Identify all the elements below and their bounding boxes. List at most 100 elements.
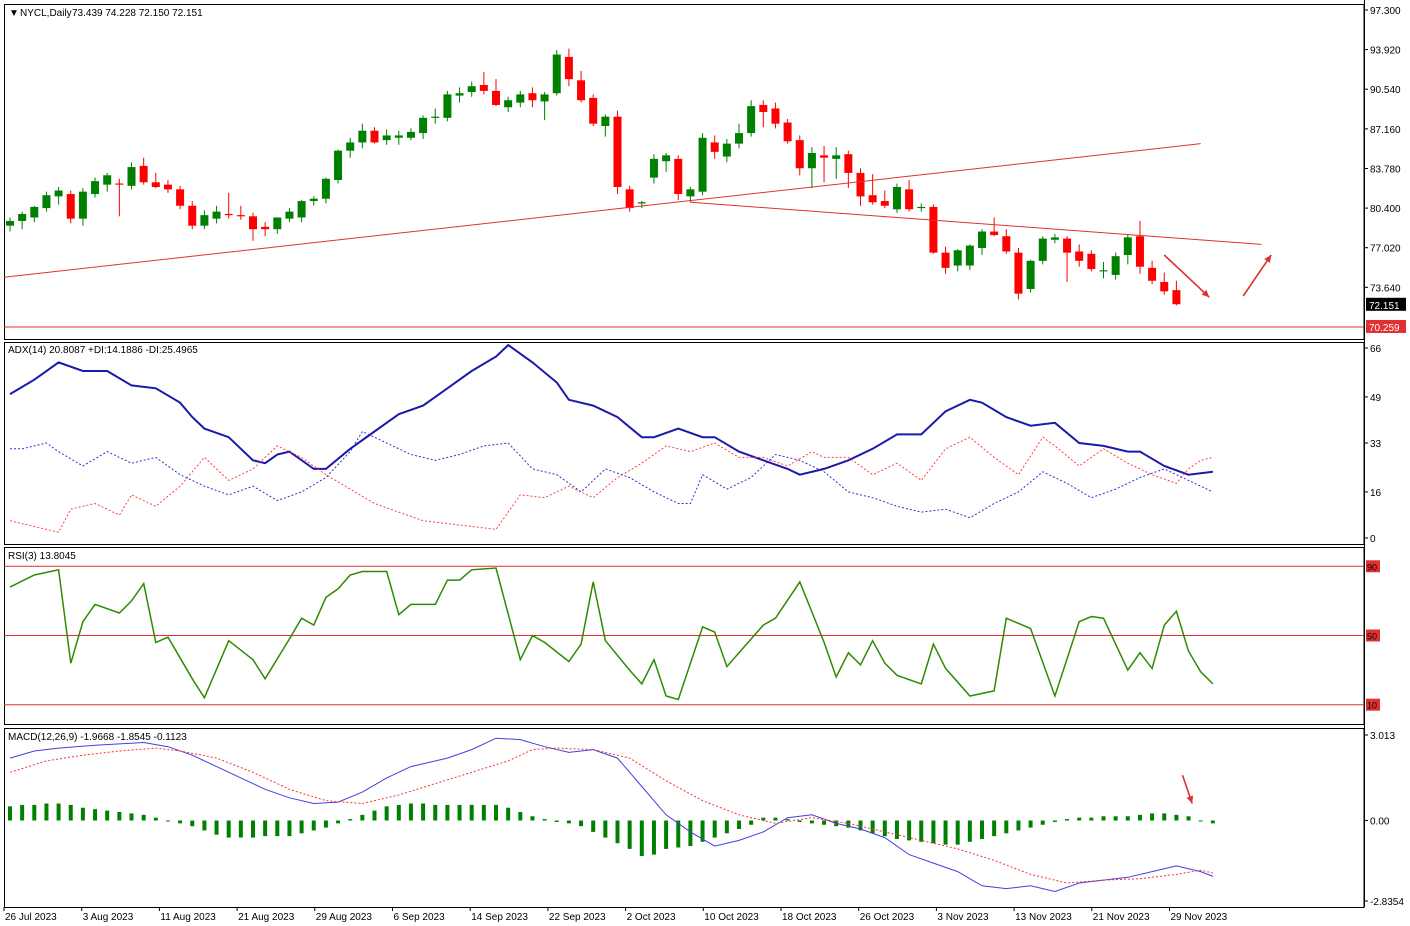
candle[interactable] [941, 246, 950, 274]
candle[interactable] [528, 87, 537, 108]
adx-line[interactable] [9, 343, 1214, 476]
candle[interactable] [406, 128, 415, 141]
candle[interactable] [1111, 252, 1120, 280]
candle[interactable] [905, 179, 914, 212]
candle[interactable] [176, 185, 185, 210]
candle[interactable] [577, 70, 586, 103]
candle[interactable] [990, 217, 999, 237]
candle[interactable] [54, 186, 63, 205]
candle[interactable] [771, 102, 780, 129]
candle[interactable] [188, 201, 197, 230]
minus_di-line[interactable] [10, 430, 1214, 519]
candle[interactable] [212, 205, 221, 224]
candle[interactable] [601, 114, 610, 137]
plus_di-line[interactable] [9, 436, 1214, 533]
candle[interactable] [30, 205, 39, 223]
candle[interactable] [552, 49, 561, 96]
candle[interactable] [965, 244, 974, 271]
candle[interactable] [467, 81, 476, 97]
candle[interactable] [103, 172, 112, 192]
candle[interactable] [1087, 250, 1096, 272]
candle[interactable] [285, 208, 294, 223]
macd-pane[interactable]: 3.013 0.00 -2.8354 [8, 731, 1404, 908]
candle[interactable] [564, 48, 573, 87]
candle[interactable] [698, 133, 707, 196]
candle[interactable] [589, 94, 598, 127]
candle[interactable] [735, 123, 743, 149]
candle[interactable] [151, 172, 160, 189]
candle[interactable] [1026, 259, 1035, 293]
candle[interactable] [649, 154, 658, 184]
candle[interactable] [783, 119, 792, 144]
candle[interactable] [868, 174, 877, 205]
candle[interactable] [297, 199, 306, 223]
candle[interactable] [321, 177, 330, 204]
candle[interactable] [516, 90, 525, 108]
candle[interactable] [394, 130, 403, 145]
candle[interactable] [674, 155, 683, 200]
trendline[interactable] [3, 143, 1201, 278]
candle[interactable] [273, 217, 282, 234]
candle[interactable] [1148, 260, 1157, 285]
candle[interactable] [370, 127, 379, 144]
candle[interactable] [892, 183, 901, 213]
candle[interactable] [346, 137, 355, 158]
candle[interactable] [637, 201, 646, 209]
trendline[interactable] [690, 201, 1262, 245]
candle[interactable] [334, 149, 343, 184]
candle[interactable] [419, 115, 428, 139]
candle[interactable] [1038, 236, 1047, 265]
candle[interactable] [856, 168, 865, 206]
candle[interactable] [540, 92, 549, 121]
macd-line[interactable] [9, 737, 1214, 893]
candle[interactable] [917, 203, 926, 212]
candle[interactable] [236, 205, 245, 220]
candle[interactable] [224, 192, 233, 219]
candle[interactable] [880, 190, 889, 209]
candle[interactable] [431, 108, 440, 124]
rsi-line[interactable] [9, 567, 1214, 701]
candle[interactable] [6, 217, 14, 232]
candle[interactable] [479, 72, 488, 95]
candle[interactable] [1050, 233, 1059, 244]
price-arrow[interactable] [1242, 254, 1272, 297]
price-arrow[interactable] [1163, 254, 1210, 298]
candle[interactable] [249, 212, 257, 241]
candle[interactable] [953, 249, 962, 272]
candle[interactable] [686, 186, 695, 203]
candle[interactable] [127, 162, 136, 190]
candle[interactable] [163, 179, 172, 193]
candle[interactable] [1172, 280, 1181, 306]
candle[interactable] [820, 145, 829, 183]
candle[interactable] [382, 129, 391, 145]
symbol-menu-icon[interactable]: ▼ [9, 8, 19, 19]
candle[interactable] [807, 147, 816, 189]
candle[interactable] [844, 150, 853, 189]
candle[interactable] [261, 222, 270, 237]
candle[interactable] [662, 153, 671, 172]
signal-line[interactable] [9, 747, 1214, 884]
candle[interactable] [710, 135, 719, 159]
price-pane[interactable]: 97.300 93.920 90.540 87.160 83.780 80.400 77.0… [3, 6, 1406, 334]
candle[interactable] [1099, 262, 1108, 279]
candle[interactable] [91, 177, 100, 198]
candle[interactable] [832, 147, 841, 179]
candle[interactable] [978, 229, 986, 255]
candle[interactable] [18, 211, 27, 230]
candle[interactable] [613, 110, 622, 195]
candle[interactable] [504, 96, 513, 112]
candle[interactable] [200, 210, 209, 230]
candle[interactable] [1123, 235, 1132, 265]
candle[interactable] [1002, 229, 1011, 254]
candle[interactable] [139, 157, 148, 185]
candle[interactable] [115, 178, 124, 217]
candle[interactable] [759, 100, 768, 128]
adx-pane[interactable]: 66 49 33 16 0 [9, 343, 1382, 545]
candle[interactable] [78, 188, 87, 226]
candle[interactable] [795, 135, 804, 176]
candle[interactable] [443, 90, 452, 122]
candle[interactable] [722, 138, 731, 163]
candle[interactable] [1135, 220, 1144, 274]
rsi-pane[interactable]: 90 50 10 [4, 560, 1380, 711]
